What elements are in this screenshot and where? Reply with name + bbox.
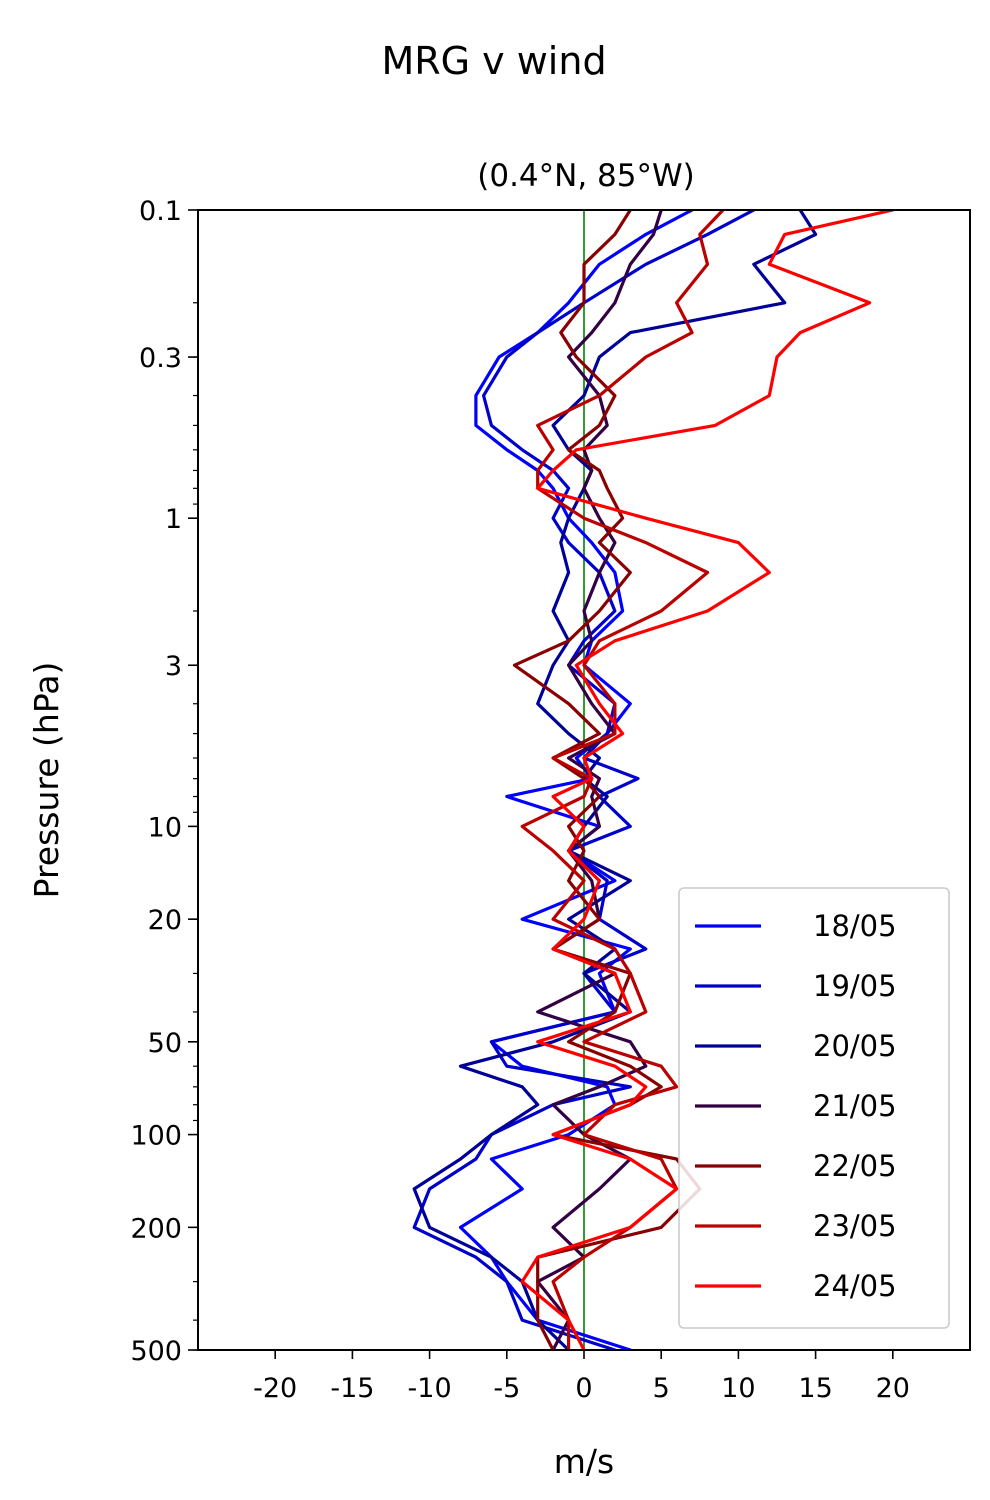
- legend-label: 21/05: [813, 1089, 897, 1123]
- series-line-24-05: [520, 210, 895, 1350]
- y-tick-label: 200: [130, 1213, 182, 1244]
- series-line-19-05: [412, 210, 756, 1350]
- legend-label: 23/05: [813, 1209, 897, 1243]
- legend-label: 24/05: [813, 1269, 897, 1303]
- x-tick-label: 0: [575, 1373, 592, 1404]
- legend-box: [678, 887, 950, 1329]
- y-tick-label: 500: [130, 1336, 182, 1367]
- y-axis-label: Pressure (hPa): [27, 662, 66, 899]
- x-tick-label: -10: [408, 1373, 452, 1404]
- x-tick-label: 15: [798, 1373, 832, 1404]
- legend-label: 22/05: [813, 1149, 897, 1183]
- y-tick-label: 20: [148, 905, 182, 936]
- chart-title: MRG v wind: [381, 39, 606, 83]
- y-tick-label: 50: [148, 1028, 182, 1059]
- plot-frame: [197, 209, 971, 1351]
- legend: 18/05 19/05 20/05 21/05 22/05 23/05 24/05: [678, 887, 950, 1329]
- y-tick-label: 3: [165, 651, 182, 682]
- legend-label: 20/05: [813, 1029, 897, 1063]
- x-tick-label: -20: [253, 1373, 297, 1404]
- x-tick-label: 20: [876, 1373, 910, 1404]
- y-tick-label: 0.3: [139, 343, 182, 374]
- x-tick-label: -15: [330, 1373, 374, 1404]
- plot-area: [412, 210, 895, 1350]
- x-axis-label: m/s: [554, 1442, 614, 1481]
- y-tick-label: 1: [165, 504, 182, 535]
- chart-subtitle: (0.4°N, 85°W): [477, 158, 694, 194]
- legend-label: 18/05: [813, 909, 897, 943]
- x-tick-label: 10: [721, 1373, 755, 1404]
- y-tick-label: 10: [148, 812, 182, 843]
- y-tick-label: 0.1: [139, 196, 182, 227]
- legend-label: 19/05: [813, 969, 897, 1003]
- x-tick-label: -5: [493, 1373, 520, 1404]
- series-line-22-05: [512, 210, 702, 1350]
- x-tick-label: 5: [653, 1373, 670, 1404]
- y-tick-label: 100: [130, 1121, 182, 1152]
- axes: -20 -15 -10 -5 0 5 10 15 20 0.1 0.3 1 3 10 20 50 100 200 5…: [130, 196, 910, 1404]
